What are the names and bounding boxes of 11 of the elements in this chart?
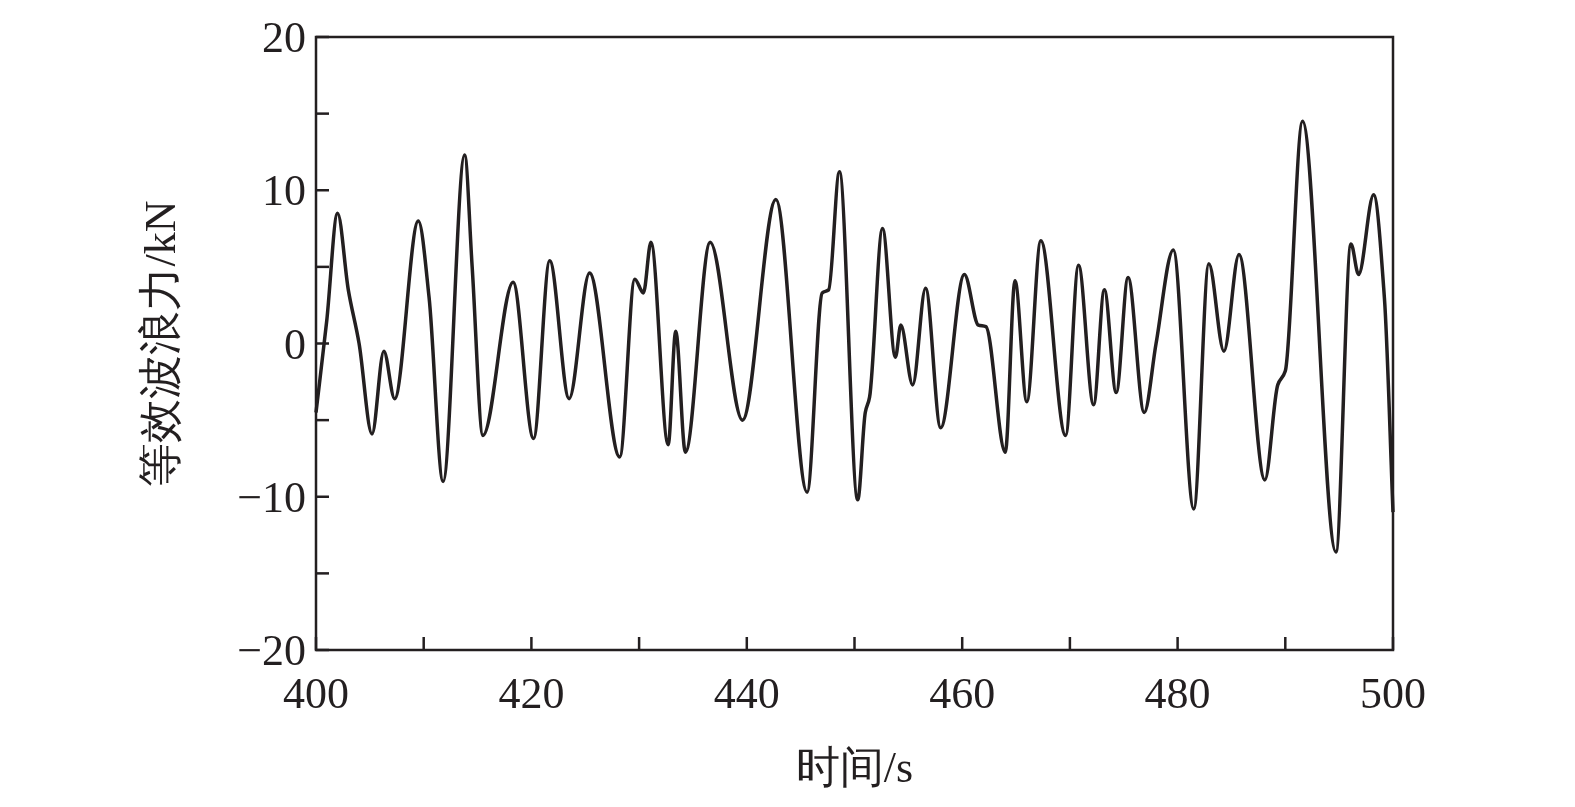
y-tick-label: 20: [262, 13, 306, 62]
x-tick-label: 420: [498, 669, 565, 718]
x-tick-label: 480: [1144, 669, 1211, 718]
x-tick-label: 460: [929, 669, 996, 718]
x-tick-label: 500: [1360, 669, 1426, 718]
y-tick-label: 0: [284, 319, 306, 369]
y-axis-title: 等效波浪力/kN: [136, 200, 185, 487]
y-tick-label: 10: [262, 166, 306, 216]
x-axis-title: 时间/s: [795, 743, 914, 792]
y-tick-label: −10: [237, 472, 306, 522]
x-tick-label: 440: [713, 669, 780, 718]
